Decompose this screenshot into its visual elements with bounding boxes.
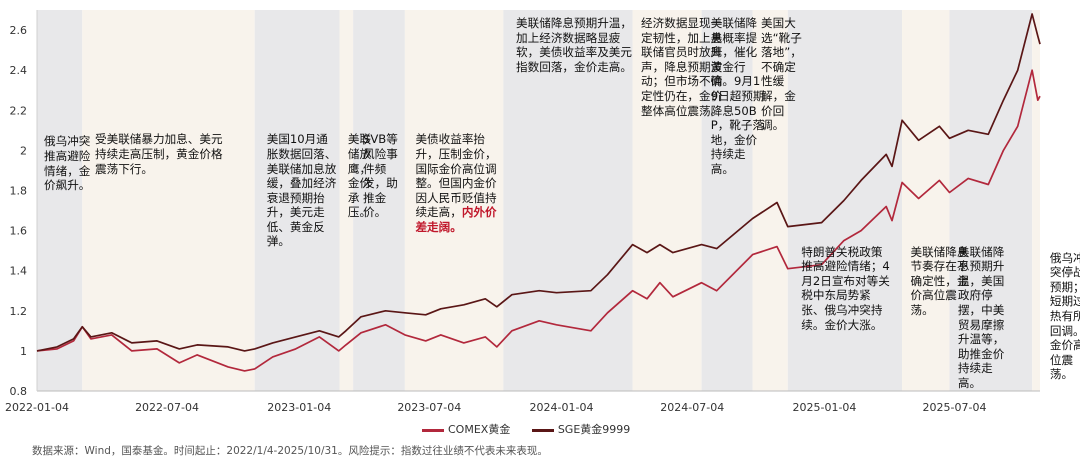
annotation-text: 俄乌冲突推高避险情绪，金价飙升。 [44,134,91,193]
y-tick-label: 2.2 [10,104,28,117]
period-band [949,10,1033,391]
legend-label-comex: COMEX黄金 [448,423,511,436]
annotation-text: 美联储降息预期升温，加上经济数据略显疲软，美债收益率及美元指数回落，金价走高。 [516,16,632,74]
period-band [82,10,255,391]
series-line-comex [36,69,1041,372]
period-band [701,10,753,391]
period-band [752,10,788,391]
annotation-text: 俄乌冲突停战预期；短期过热有所回调。金价高位震荡。 [1049,250,1080,382]
y-tick-label: 0.8 [10,385,28,398]
annotation-text: 美联储放鹰，金价承压。 [347,132,372,220]
x-tick-label: 2024-07-04 [660,401,724,414]
annotation-text: 美联储降息概率提升，催化黄金行情。9月19日超预期降息50BP，靴子落地，金价持… [710,16,765,176]
source-note: 数据来源：Wind，国泰基金。时间起止：2022/1/4-2025/10/31。… [32,445,548,457]
legend-swatch-sge [531,428,554,432]
period-band [902,10,950,391]
x-tick-label: 2023-01-04 [267,401,331,414]
legend-item-comex: COMEX黄金 [422,421,510,437]
legend-swatch-comex [422,428,444,432]
period-band [254,10,340,391]
x-tick-label: 2022-07-04 [135,401,199,414]
y-tick-label: 2.6 [10,24,28,37]
period-band [339,10,354,391]
series-line-sge [36,13,1041,352]
annotation-text: SVB等风险事件频发，助推金价。 [363,132,398,220]
annotation-text: 美国10月通胀数据回落、美联储加息放缓，叠加经济衰退预期抬升，美元走低、黄金反弹… [266,132,337,249]
annotation-text: 特朗普关税政策推高避险情绪；4月2日宣布对等关税中东局势紧张、俄乌冲突持续。金价… [801,244,890,332]
y-tick-label: 1.4 [10,265,28,278]
y-tick-label: 1.2 [10,305,28,318]
period-band [1032,10,1040,391]
x-tick-label: 2022-01-04 [5,401,69,414]
x-tick-label: 2024-01-04 [530,401,594,414]
y-tick-label: 2.4 [10,64,28,77]
x-tick-label: 2025-07-04 [923,401,987,414]
legend-label-sge: SGE黄金9999 [557,423,631,436]
period-band [404,10,504,391]
period-band [37,10,83,391]
y-tick-label: 2 [20,144,27,157]
annotation-text: 受美联储暴力加息、美元持续走高压制，黄金价格震荡下行。 [95,132,223,176]
y-tick-label: 1 [20,345,27,358]
legend-item-sge: SGE黄金9999 [531,421,631,437]
y-tick-label: 1.8 [10,184,28,197]
annotation-text: 美联储降息预期升温，美国政府停摆，中美贸易摩擦升温等，助推金价持续走高。 [957,244,1005,390]
y-tick-label: 1.6 [10,225,28,238]
legend: COMEX黄金 SGE黄金9999 [422,421,648,437]
x-tick-label: 2025-01-04 [792,401,856,414]
period-band [632,10,702,391]
annotation-text: 美联储降息节奏存在不确定性，金价高位震荡。 [910,244,969,317]
annotation-text: 美债收益率抬升，压制金价，国际金价高位调整。但国内金价因人民币贬值持续走高，内外… [415,132,497,234]
annotation-text: 经济数据显现一定韧性，加上美联储官员时放鹰声，降息预期波动；但市场不确定性仍在，… [641,16,723,118]
annotation-highlight: 内外价差走阔。 [415,205,497,234]
x-tick-label: 2023-07-04 [397,401,461,414]
annotation-text: 美国大选“靴子落地”，不确定性缓解，金价回调。 [761,16,802,133]
